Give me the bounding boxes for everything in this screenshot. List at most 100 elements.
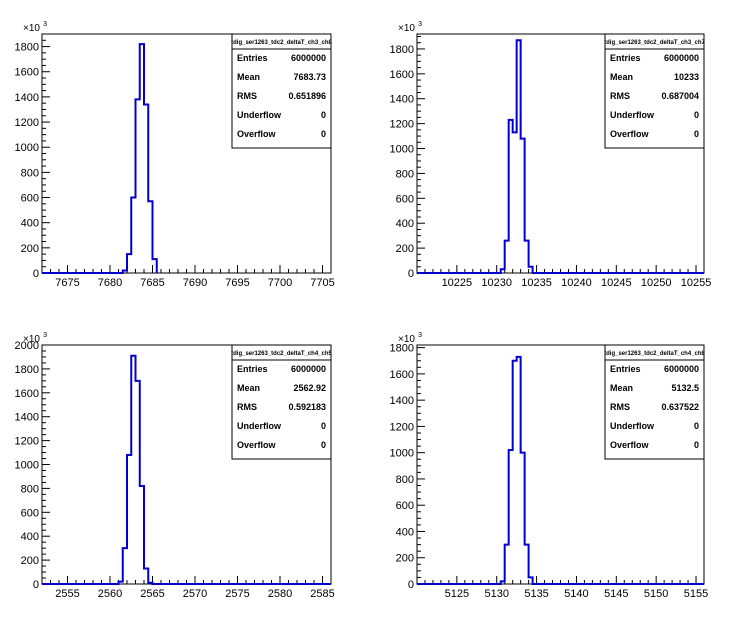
y-tick-label: 2000 — [15, 340, 39, 352]
stats-label: Entries — [610, 53, 641, 63]
y-tick-label: 400 — [21, 218, 39, 230]
y-tick-label: 1600 — [390, 69, 414, 81]
y-tick-label: 600 — [21, 193, 39, 205]
y-tick-label: 400 — [21, 531, 39, 543]
y-tick-label: 1200 — [15, 117, 39, 129]
x-tick-label: 2565 — [140, 588, 164, 600]
y-exponent-power: 3 — [43, 332, 47, 339]
x-tick-label: 2560 — [98, 588, 122, 600]
stats-value: 6000000 — [664, 364, 699, 374]
y-tick-label: 1800 — [390, 343, 414, 355]
stats-label: Underflow — [237, 110, 282, 120]
stats-value: 10233 — [674, 72, 699, 82]
y-tick-label: 1200 — [390, 421, 414, 433]
stats-label: Mean — [237, 383, 260, 393]
y-tick-label: 200 — [396, 553, 414, 565]
histogram-line — [42, 43, 158, 274]
stats-value: 0 — [321, 129, 326, 139]
stats-label: RMS — [237, 91, 257, 101]
x-tick-label: 5150 — [644, 588, 668, 600]
y-tick-label: 200 — [21, 243, 39, 255]
y-tick-label: 1000 — [15, 460, 39, 472]
x-tick-label: 5135 — [524, 588, 548, 600]
stats-value: 6000000 — [664, 53, 699, 63]
y-tick-label: 1200 — [15, 436, 39, 448]
y-tick-label: 1800 — [15, 42, 39, 54]
y-exponent-label: ×10 — [398, 23, 415, 34]
y-tick-label: 0 — [33, 579, 39, 591]
x-tick-label: 7705 — [310, 277, 334, 289]
y-tick-label: 1200 — [390, 119, 414, 131]
stats-box — [231, 344, 332, 460]
stats-label: Underflow — [610, 110, 655, 120]
y-tick-label: 1600 — [15, 67, 39, 79]
y-tick-label: 200 — [396, 243, 414, 255]
stats-box — [231, 33, 332, 149]
stats-value: 0.651896 — [288, 91, 326, 101]
stats-value: 7683.73 — [293, 72, 326, 82]
y-tick-label: 400 — [396, 526, 414, 538]
histogram-line — [42, 354, 331, 585]
stats-value: 0.637522 — [661, 402, 699, 412]
x-tick-label: 7680 — [98, 277, 122, 289]
x-tick-label: 5130 — [484, 588, 508, 600]
y-tick-label: 800 — [396, 474, 414, 486]
y-tick-label: 1400 — [390, 94, 414, 106]
y-exponent-power: 3 — [418, 332, 422, 339]
histogram-panel-1: 7675 7680 7685 7690 7695 7700 7705 0 200 400 600 80… — [15, 21, 335, 289]
y-tick-label: 1000 — [15, 142, 39, 154]
stats-value: 5132.5 — [671, 383, 699, 393]
stats-value: 6000000 — [291, 53, 326, 63]
histogram-panel-2: 10225 10230 10235 10240 10245 10250 10255 0 200 4… — [390, 21, 712, 289]
y-tick-label: 800 — [21, 483, 39, 495]
stats-box-title: tdig_ser1263_tdc2_deltaT_ch3_ch8 — [231, 40, 332, 46]
y-tick-label: 800 — [21, 167, 39, 179]
y-tick-label: 1400 — [390, 395, 414, 407]
stats-value: 0.592183 — [288, 402, 326, 412]
stats-box-title: tdig_ser1263_tdc2_deltaT_ch4_ch8 — [604, 351, 705, 357]
x-tick-label: 10250 — [641, 277, 672, 289]
y-tick-label: 1400 — [15, 412, 39, 424]
stats-label: RMS — [237, 402, 257, 412]
x-tick-label: 7690 — [183, 277, 207, 289]
stats-value: 0.687004 — [661, 91, 699, 101]
y-exponent-label: ×10 — [23, 23, 40, 34]
y-exponent-power: 3 — [43, 21, 47, 28]
x-tick-label: 10230 — [481, 277, 512, 289]
stats-label: Mean — [610, 383, 633, 393]
histogram-panel-3: 2555 2560 2565 2570 2575 2580 2585 0 200 400 600 80… — [15, 332, 335, 600]
x-tick-label: 7700 — [268, 277, 292, 289]
y-tick-label: 400 — [396, 218, 414, 230]
stats-value: 0 — [694, 440, 699, 450]
stats-box-title: tdig_ser1263_tdc2_deltaT_ch3_ch7 — [604, 40, 705, 46]
stats-value: 0 — [694, 129, 699, 139]
x-tick-label: 5140 — [564, 588, 588, 600]
stats-value: 0 — [321, 110, 326, 120]
y-tick-label: 1800 — [15, 364, 39, 376]
y-tick-label: 600 — [396, 500, 414, 512]
stats-label: RMS — [610, 402, 630, 412]
y-tick-label: 600 — [396, 193, 414, 205]
y-exponent-label: ×10 — [398, 334, 415, 345]
y-tick-label: 1600 — [390, 369, 414, 381]
stats-box — [604, 33, 705, 149]
x-tick-label: 7685 — [140, 277, 164, 289]
y-tick-label: 1400 — [15, 92, 39, 104]
x-tick-label: 2585 — [310, 588, 334, 600]
x-tick-label: 2580 — [268, 588, 292, 600]
x-tick-label: 10225 — [442, 277, 473, 289]
x-tick-label: 2570 — [183, 588, 207, 600]
stats-label: Mean — [610, 72, 633, 82]
histogram-line — [417, 39, 704, 274]
stats-label: Underflow — [237, 421, 282, 431]
stats-label: Entries — [237, 53, 268, 63]
stats-label: Mean — [237, 72, 260, 82]
stats-box — [604, 344, 705, 460]
stats-label: Underflow — [610, 421, 655, 431]
x-tick-label: 5155 — [684, 588, 708, 600]
y-tick-label: 1600 — [15, 388, 39, 400]
stats-label: Entries — [610, 364, 641, 374]
y-tick-label: 1800 — [390, 44, 414, 56]
stats-value: 0 — [694, 421, 699, 431]
